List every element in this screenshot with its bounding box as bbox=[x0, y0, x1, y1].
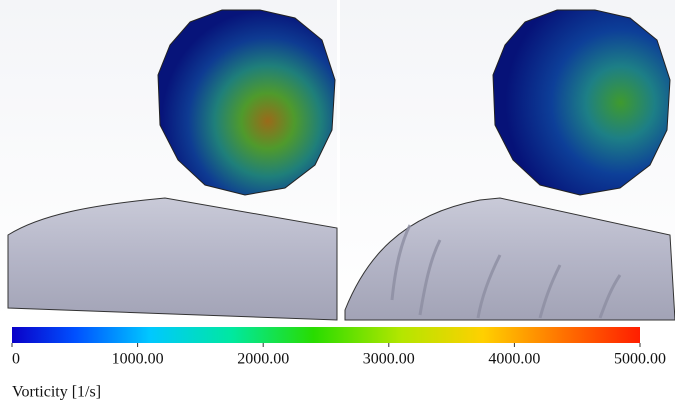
page: Vorticity [1/s] 0 1000.00 2000.00 3000.00 40… bbox=[0, 0, 675, 411]
colorbar-tick-label: 2000.00 bbox=[237, 351, 289, 368]
figure: Vorticity [1/s] 0 1000.00 2000.00 3000.00 40… bbox=[0, 0, 675, 411]
colorbar-label: Vorticity [1/s] bbox=[12, 384, 101, 401]
colorbar-tick-label: 4000.00 bbox=[488, 351, 540, 368]
colorbar-tick-label: 5000.00 bbox=[614, 351, 666, 368]
colorbar-tick-label: 0 bbox=[12, 351, 20, 368]
colorbar-tick-label: 1000.00 bbox=[112, 351, 164, 368]
colorbar-tick-label: 3000.00 bbox=[363, 351, 415, 368]
colorbar bbox=[12, 327, 640, 343]
